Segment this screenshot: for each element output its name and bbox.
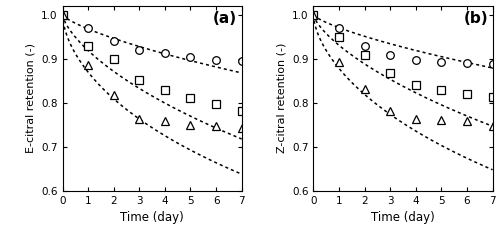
Y-axis label: E-citral retention (-): E-citral retention (-) <box>26 43 36 153</box>
Y-axis label: Z-citral retention (-): Z-citral retention (-) <box>276 43 286 154</box>
X-axis label: Time (day): Time (day) <box>120 211 184 224</box>
Text: (a): (a) <box>213 11 237 26</box>
Text: (b): (b) <box>464 11 488 26</box>
X-axis label: Time (day): Time (day) <box>371 211 435 224</box>
